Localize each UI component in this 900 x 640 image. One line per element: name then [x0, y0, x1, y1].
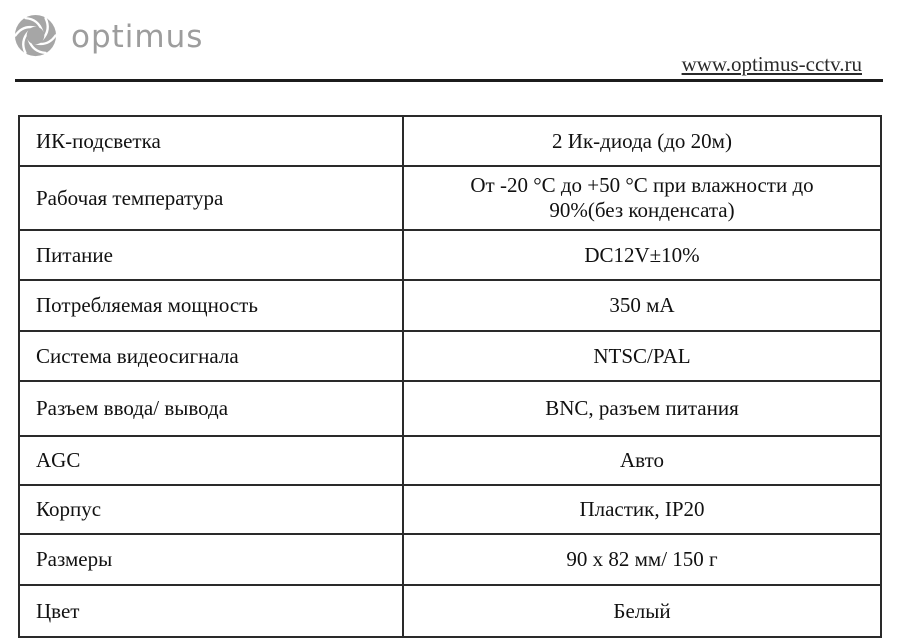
spec-value: 2 Ик-диода (до 20м) [402, 115, 882, 167]
optimus-logo: optimus [12, 12, 203, 59]
spec-label: Разъем ввода/ вывода [18, 380, 404, 437]
aperture-icon [14, 12, 57, 59]
spec-label: Рабочая температура [18, 165, 404, 231]
spec-label: Питание [18, 229, 404, 281]
table-row: Потребляемая мощность 350 мА [18, 279, 882, 332]
header-divider [15, 79, 883, 82]
table-row: Цвет Белый [18, 584, 882, 638]
table-row: Размеры 90 x 82 мм/ 150 г [18, 533, 882, 586]
spec-value: От -20 °С до +50 °С при влажности до 90%… [402, 165, 882, 231]
table-row: ИК-подсветка 2 Ик-диода (до 20м) [18, 115, 882, 167]
table-row: Питание DC12V±10% [18, 229, 882, 281]
spec-label: AGC [18, 435, 404, 486]
spec-label: Цвет [18, 584, 404, 638]
spec-label: ИК-подсветка [18, 115, 404, 167]
spec-label: Корпус [18, 484, 404, 535]
website-link[interactable]: www.optimus-cctv.ru [681, 52, 862, 76]
table-row: AGC Авто [18, 435, 882, 486]
spec-value: Белый [402, 584, 882, 638]
table-row: Система видеосигнала NTSC/PAL [18, 330, 882, 382]
spec-value: Пластик, IP20 [402, 484, 882, 535]
spec-value: 90 x 82 мм/ 150 г [402, 533, 882, 586]
spec-value: Авто [402, 435, 882, 486]
spec-table: ИК-подсветка 2 Ик-диода (до 20м) Рабочая… [18, 115, 882, 638]
spec-label: Система видеосигнала [18, 330, 404, 382]
spec-value: 350 мА [402, 279, 882, 332]
spec-value: NTSC/PAL [402, 330, 882, 382]
table-row: Корпус Пластик, IP20 [18, 484, 882, 535]
spec-label: Потребляемая мощность [18, 279, 404, 332]
table-row: Рабочая температура От -20 °С до +50 °С … [18, 165, 882, 231]
logo-text: optimus [71, 19, 204, 55]
spec-label: Размеры [18, 533, 404, 586]
spec-value: DC12V±10% [402, 229, 882, 281]
spec-value: BNC, разъем питания [402, 380, 882, 437]
table-row: Разъем ввода/ вывода BNC, разъем питания [18, 380, 882, 437]
